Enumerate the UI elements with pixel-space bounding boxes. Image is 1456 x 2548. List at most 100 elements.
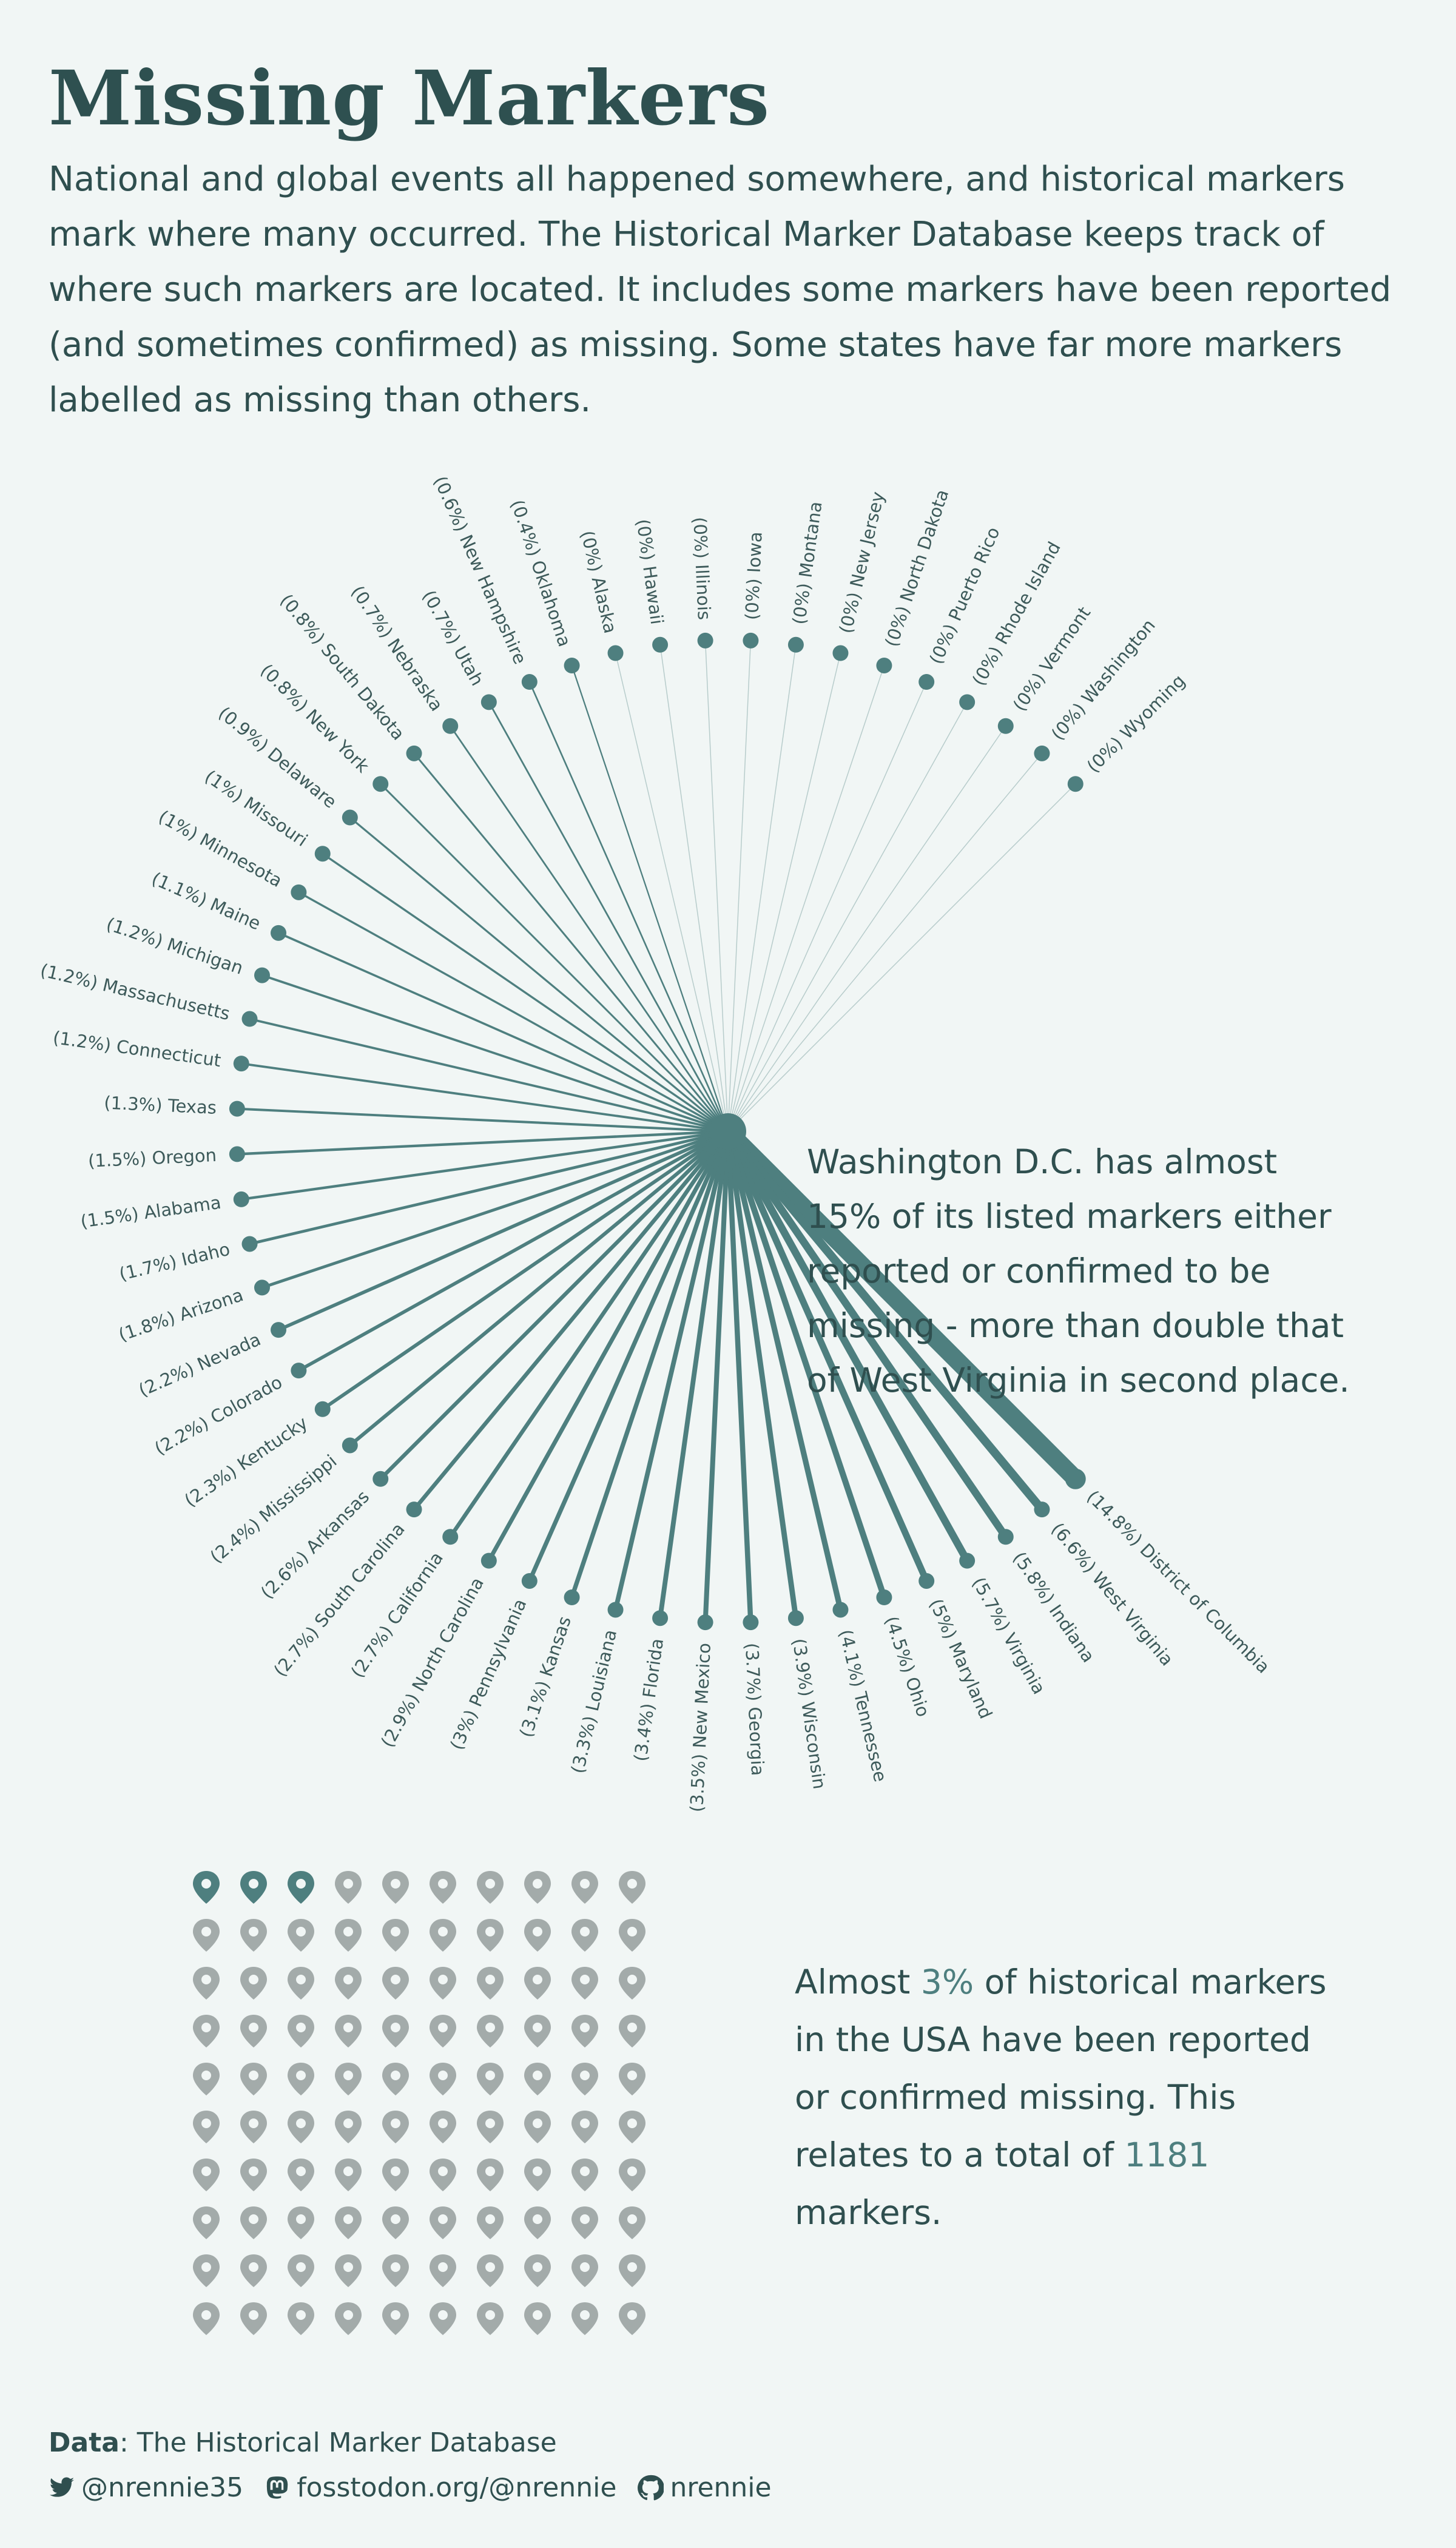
dot-pennsylvania bbox=[521, 1572, 538, 1589]
intro-text: National and global events all happened … bbox=[49, 160, 1392, 420]
pin-present bbox=[619, 2063, 645, 2095]
pin-present bbox=[430, 1967, 456, 2000]
pin-present bbox=[335, 2111, 362, 2143]
pin-present bbox=[524, 2063, 551, 2095]
stem-massachusetts bbox=[248, 1017, 729, 1133]
stem-connecticut bbox=[240, 1062, 729, 1133]
pin-present bbox=[619, 2254, 645, 2287]
dot-district-of-columbia bbox=[1065, 1468, 1086, 1489]
pin-present bbox=[524, 2111, 551, 2143]
pin-present bbox=[619, 2206, 645, 2239]
dot-new-york bbox=[372, 776, 389, 792]
pin-present bbox=[477, 2159, 504, 2191]
stem-maryland bbox=[724, 1128, 930, 1585]
stem-mississippi bbox=[348, 1129, 730, 1448]
pin-present bbox=[477, 1871, 504, 1904]
pin-present bbox=[619, 1967, 645, 2000]
pin-present bbox=[571, 2254, 598, 2287]
pin-present bbox=[288, 1967, 314, 2000]
stem-michigan bbox=[261, 974, 729, 1133]
dot-arizona bbox=[254, 1279, 270, 1296]
pin-present bbox=[430, 2206, 456, 2239]
label-south-dakota: (0.8%) South Dakota bbox=[276, 590, 409, 744]
stem-washington bbox=[727, 753, 1043, 1132]
stem-virginia bbox=[724, 1127, 971, 1565]
pin-present bbox=[524, 2302, 551, 2335]
dot-louisiana bbox=[607, 1602, 624, 1618]
pin-present bbox=[335, 2302, 362, 2335]
twitter-icon bbox=[49, 2477, 75, 2497]
stem-oregon bbox=[235, 1130, 730, 1156]
stem-kentucky bbox=[320, 1130, 730, 1411]
dot-south-carolina bbox=[406, 1502, 422, 1518]
stem-alaska bbox=[615, 652, 729, 1132]
pin-present bbox=[240, 2015, 267, 2048]
label-alabama: (1.5%) Alabama bbox=[79, 1192, 223, 1232]
label-new-mexico: (3.5%) New Mexico bbox=[686, 1642, 715, 1813]
dot-nevada bbox=[271, 1322, 287, 1338]
mastodon-link[interactable]: fosstodon.org/@nrennie bbox=[297, 2472, 617, 2503]
pin-present bbox=[524, 1919, 551, 1952]
pin-present bbox=[193, 1967, 220, 2000]
github-icon bbox=[638, 2475, 664, 2501]
mastodon-icon bbox=[267, 2476, 288, 2499]
data-credit: Data: The Historical Marker Database bbox=[49, 2421, 792, 2465]
pin-present bbox=[288, 2302, 314, 2335]
pin-present bbox=[288, 2111, 314, 2143]
stem-montana bbox=[727, 644, 797, 1132]
pin-present bbox=[382, 2254, 409, 2287]
stem-florida bbox=[658, 1129, 730, 1621]
stem-new-jersey bbox=[727, 652, 841, 1132]
pin-missing bbox=[288, 1871, 314, 1904]
pin-present bbox=[193, 2159, 220, 2191]
pin-present bbox=[571, 2206, 598, 2239]
footer: Data: The Historical Marker Database @nr… bbox=[49, 2421, 792, 2510]
stem-minnesota bbox=[297, 891, 729, 1133]
stem-kansas bbox=[569, 1129, 730, 1600]
github-link[interactable]: nrennie bbox=[670, 2472, 772, 2503]
summary-part2: of historical markers in the USA have be… bbox=[795, 1963, 1327, 2174]
pin-present bbox=[477, 1919, 504, 1952]
stem-vermont bbox=[727, 726, 1006, 1132]
stem-georgia bbox=[725, 1128, 753, 1625]
pin-present bbox=[288, 2159, 314, 2191]
dot-alabama bbox=[233, 1191, 249, 1207]
pin-present bbox=[335, 2254, 362, 2287]
pin-present bbox=[524, 1967, 551, 2000]
pin-present bbox=[430, 2159, 456, 2191]
pin-present bbox=[619, 2015, 645, 2048]
stem-maine bbox=[277, 932, 729, 1133]
dot-illinois bbox=[697, 632, 713, 649]
summary-percent: 3% bbox=[920, 1963, 974, 2001]
label-connecticut: (1.2%) Connecticut bbox=[52, 1027, 222, 1071]
dot-new-hampshire bbox=[521, 674, 538, 690]
label-georgia: (3.7%) Georgia bbox=[741, 1642, 768, 1776]
pin-present bbox=[524, 2015, 551, 2048]
dot-north-carolina bbox=[480, 1552, 497, 1569]
label-utah: (0.7%) Utah bbox=[419, 587, 488, 689]
pin-present bbox=[288, 2206, 314, 2239]
stem-ohio bbox=[724, 1128, 888, 1601]
label-texas: (1.3%) Texas bbox=[104, 1092, 217, 1118]
pin-present bbox=[335, 1871, 362, 1904]
stem-west-virginia bbox=[724, 1127, 1046, 1514]
stem-rhode-island bbox=[727, 701, 968, 1132]
label-montana: (0%) Montana bbox=[789, 500, 826, 625]
dot-colorado bbox=[291, 1363, 307, 1379]
stem-arizona bbox=[260, 1130, 730, 1289]
pin-present bbox=[571, 2111, 598, 2143]
dot-vermont bbox=[997, 718, 1014, 734]
twitter-link[interactable]: @nrennie35 bbox=[81, 2472, 244, 2503]
stem-pennsylvania bbox=[527, 1129, 730, 1583]
pin-present bbox=[193, 1919, 220, 1952]
label-kansas: (3.1%) Kansas bbox=[516, 1614, 575, 1740]
pin-present bbox=[335, 2206, 362, 2239]
stem-arkansas bbox=[379, 1129, 730, 1481]
dot-west-virginia bbox=[1034, 1502, 1050, 1518]
pin-present bbox=[524, 2159, 551, 2191]
pin-present bbox=[430, 1871, 456, 1904]
dot-montana bbox=[787, 636, 804, 653]
dot-connecticut bbox=[233, 1056, 249, 1072]
pin-present bbox=[240, 2159, 267, 2191]
pin-missing bbox=[193, 1871, 220, 1904]
